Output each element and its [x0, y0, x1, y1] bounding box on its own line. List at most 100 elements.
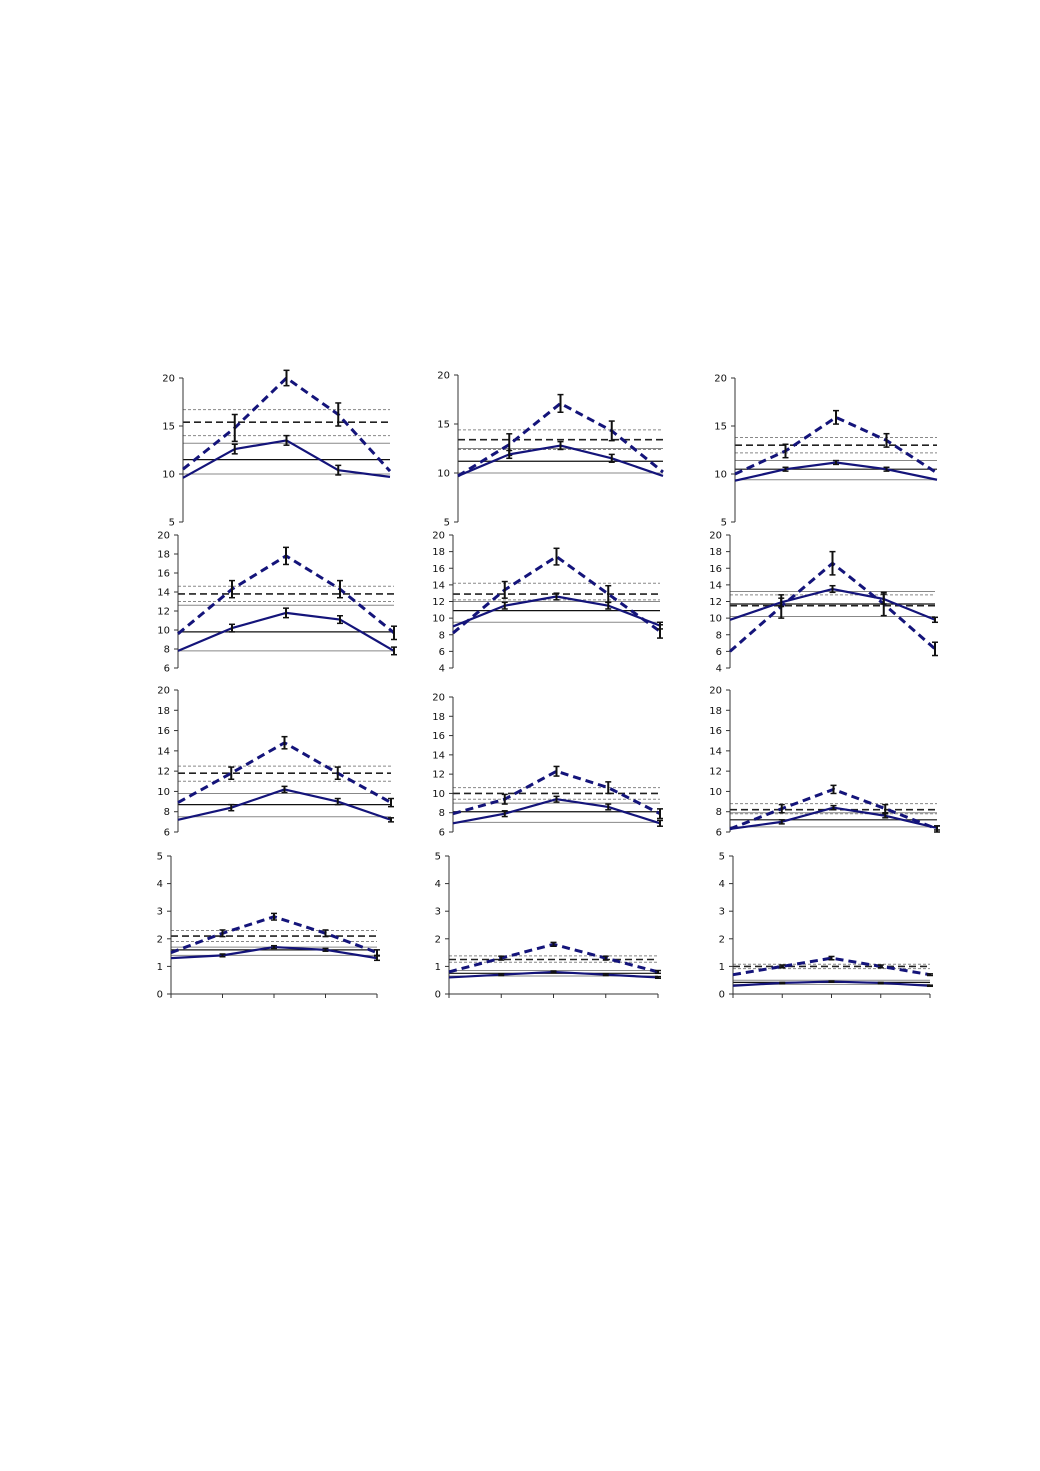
y-tick-label: 16: [432, 731, 445, 742]
y-tick-label: 5: [719, 852, 725, 863]
chart-panel-r4c2: 0 1 2 3 4 5: [435, 852, 661, 1001]
y-tick-label: 20: [437, 371, 450, 382]
y-tick-label: 20: [709, 686, 722, 697]
y-tick-label: 18: [709, 706, 722, 717]
y-tick-label: 20: [432, 693, 445, 704]
series-line-dashed: [177, 554, 395, 635]
y-tick-label: 5: [444, 518, 450, 529]
y-tick-label: 18: [157, 706, 170, 717]
series-line-dashed: [452, 555, 661, 635]
y-tick-label: 5: [721, 518, 727, 529]
y-tick-label: 10: [714, 470, 727, 481]
y-tick-label: 14: [432, 580, 445, 591]
y-tick-label: 1: [435, 962, 441, 973]
y-tick-label: 6: [164, 664, 170, 675]
y-tick-label: 14: [157, 588, 170, 599]
y-tick-label: 8: [164, 645, 170, 656]
y-tick-label: 16: [709, 564, 722, 575]
y-tick-label: 10: [157, 626, 170, 637]
y-tick-label: 2: [157, 934, 163, 945]
y-tick-label: 4: [157, 879, 163, 890]
y-tick-label: 20: [157, 686, 170, 697]
chart-panel-r1c3: 5 10 15 20: [714, 374, 938, 529]
y-tick-label: 16: [709, 726, 722, 737]
chart-panel-r1c1: 5 10 15 20: [162, 369, 392, 529]
y-tick-label: 3: [157, 907, 163, 918]
y-tick-label: 20: [714, 374, 727, 385]
series-line-dashed: [182, 376, 392, 473]
y-tick-label: 5: [435, 852, 441, 863]
y-tick-label: 1: [719, 962, 725, 973]
y-tick-label: 20: [709, 531, 722, 542]
y-tick-label: 12: [709, 767, 722, 778]
y-tick-label: 5: [157, 852, 163, 863]
y-tick-label: 18: [157, 550, 170, 561]
series-line-dashed: [732, 956, 931, 977]
y-tick-label: 14: [709, 746, 722, 757]
y-tick-label: 3: [719, 907, 725, 918]
y-tick-label: 8: [439, 630, 445, 641]
y-tick-label: 12: [432, 770, 445, 781]
y-tick-label: 15: [714, 422, 727, 433]
y-tick-label: 10: [157, 787, 170, 798]
y-tick-label: 3: [435, 907, 441, 918]
y-tick-label: 18: [432, 712, 445, 723]
y-tick-label: 8: [716, 807, 722, 818]
y-tick-label: 1: [157, 962, 163, 973]
y-tick-label: 4: [435, 879, 441, 890]
y-tick-label: 8: [439, 808, 445, 819]
y-tick-label: 16: [157, 726, 170, 737]
chart-panel-r2c1: 6 8 10 12 14 16 18 20: [157, 531, 397, 675]
y-tick-label: 12: [157, 767, 170, 778]
y-tick-label: 14: [157, 746, 170, 757]
y-tick-label: 2: [435, 934, 441, 945]
y-tick-label: 6: [164, 828, 170, 839]
y-tick-label: 20: [157, 531, 170, 542]
y-tick-label: 14: [432, 750, 445, 761]
y-tick-label: 0: [435, 990, 441, 1001]
y-tick-label: 6: [716, 828, 722, 839]
y-tick-label: 16: [432, 564, 445, 575]
y-tick-label: 6: [439, 828, 445, 839]
y-tick-label: 18: [432, 547, 445, 558]
series-line-dashed: [448, 942, 659, 974]
y-tick-label: 6: [716, 647, 722, 658]
y-tick-label: 10: [432, 614, 445, 625]
y-tick-label: 12: [432, 597, 445, 608]
y-tick-label: 10: [709, 787, 722, 798]
y-tick-label: 15: [162, 422, 175, 433]
y-tick-label: 6: [439, 647, 445, 658]
chart-panel-r4c3: 0 1 2 3 4 5: [719, 852, 933, 1001]
series-line-solid: [734, 461, 938, 482]
chart-panel-r3c2: 6 8 10 12 14 16 18 20: [432, 693, 663, 839]
y-tick-label: 10: [709, 614, 722, 625]
y-tick-label: 10: [432, 789, 445, 800]
chart-panel-r4c1: 0 1 2 3 4 5: [157, 852, 380, 1001]
y-tick-label: 4: [716, 664, 722, 675]
y-tick-label: 2: [719, 934, 725, 945]
chart-panel-r1c2: 5 10 15 20: [437, 371, 664, 529]
y-tick-label: 5: [169, 518, 175, 529]
y-tick-label: 10: [437, 469, 450, 480]
chart-panel-r2c3: 4 6 8 10 12 14 16 18 20: [709, 531, 938, 675]
y-tick-label: 4: [439, 664, 445, 675]
y-tick-label: 0: [719, 990, 725, 1001]
y-tick-label: 12: [709, 597, 722, 608]
y-tick-label: 8: [164, 807, 170, 818]
series-line-dashed: [457, 401, 664, 478]
y-tick-label: 10: [162, 470, 175, 481]
y-tick-label: 0: [157, 990, 163, 1001]
y-tick-label: 16: [157, 569, 170, 580]
chart-panel-r3c1: 6 8 10 12 14 16 18 20: [157, 686, 394, 839]
y-tick-label: 20: [162, 374, 175, 385]
chart-panel-r2c2: 4 6 8 10 12 14 16 18 20: [432, 531, 663, 675]
y-tick-label: 18: [709, 547, 722, 558]
series-line-dashed: [452, 769, 661, 816]
y-tick-label: 12: [157, 607, 170, 618]
y-tick-label: 4: [719, 879, 725, 890]
y-tick-label: 8: [716, 630, 722, 641]
chart-panel-r3c3: 6 8 10 12 14 16 18 20: [709, 686, 940, 839]
y-tick-label: 20: [432, 531, 445, 542]
y-tick-label: 14: [709, 580, 722, 591]
